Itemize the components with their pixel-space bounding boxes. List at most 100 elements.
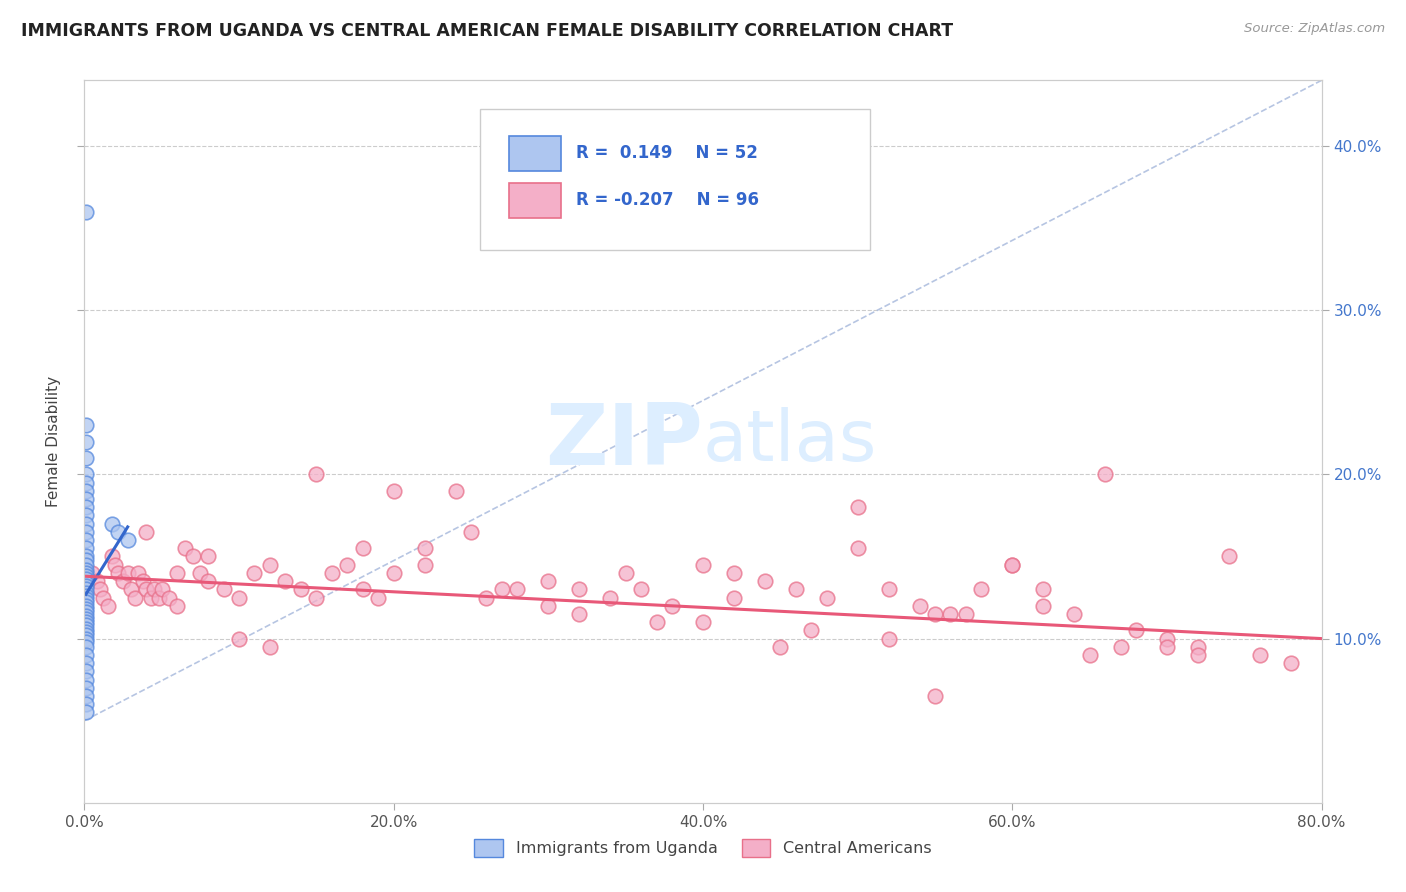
Point bbox=[352, 582, 374, 597]
Point bbox=[75, 622, 97, 636]
Point bbox=[1249, 648, 1271, 662]
Point bbox=[75, 516, 97, 531]
Point bbox=[75, 673, 97, 687]
Legend: Immigrants from Uganda, Central Americans: Immigrants from Uganda, Central American… bbox=[468, 832, 938, 863]
Point bbox=[259, 640, 281, 654]
Point bbox=[127, 566, 149, 580]
Point bbox=[413, 558, 436, 572]
Point bbox=[96, 599, 118, 613]
Point bbox=[614, 566, 637, 580]
Bar bbox=[509, 136, 561, 170]
Point bbox=[1094, 467, 1116, 482]
Point bbox=[135, 524, 157, 539]
Point bbox=[117, 566, 139, 580]
Point bbox=[924, 689, 946, 703]
Point bbox=[75, 418, 97, 433]
Point bbox=[75, 612, 97, 626]
Point bbox=[1156, 640, 1178, 654]
Point bbox=[75, 608, 97, 623]
Point bbox=[101, 549, 124, 564]
Point bbox=[124, 591, 146, 605]
Point bbox=[159, 591, 180, 605]
Text: R =  0.149    N = 52: R = 0.149 N = 52 bbox=[575, 145, 758, 162]
Point bbox=[75, 573, 97, 587]
Text: atlas: atlas bbox=[703, 407, 877, 476]
Point bbox=[305, 591, 328, 605]
Point bbox=[75, 500, 97, 515]
Point bbox=[75, 204, 97, 219]
Point bbox=[75, 575, 97, 590]
Point bbox=[1109, 640, 1132, 654]
Point bbox=[86, 574, 108, 588]
Point bbox=[75, 467, 97, 482]
Point bbox=[143, 582, 166, 597]
Point bbox=[1001, 558, 1024, 572]
Point bbox=[75, 524, 97, 539]
Point bbox=[75, 563, 97, 577]
Point bbox=[723, 566, 745, 580]
Point bbox=[1218, 549, 1240, 564]
Point bbox=[382, 483, 405, 498]
Point bbox=[75, 599, 97, 613]
Point bbox=[75, 681, 97, 695]
Point bbox=[475, 591, 498, 605]
Point bbox=[259, 558, 281, 572]
Point bbox=[75, 579, 97, 593]
Point bbox=[1063, 607, 1085, 621]
Point bbox=[75, 582, 97, 597]
Point bbox=[75, 706, 97, 720]
Point bbox=[75, 553, 97, 567]
Point bbox=[212, 582, 235, 597]
Point bbox=[75, 541, 97, 556]
Point bbox=[75, 566, 97, 580]
Point bbox=[89, 582, 111, 597]
Point bbox=[82, 566, 104, 580]
Point bbox=[166, 599, 188, 613]
Point bbox=[939, 607, 962, 621]
Point bbox=[1001, 558, 1024, 572]
Point bbox=[75, 602, 97, 616]
Point bbox=[139, 591, 162, 605]
Point bbox=[120, 582, 142, 597]
Point bbox=[955, 607, 977, 621]
Point bbox=[75, 689, 97, 703]
Point bbox=[599, 591, 621, 605]
Point bbox=[75, 657, 97, 671]
Point bbox=[877, 582, 900, 597]
Point bbox=[1032, 599, 1054, 613]
Point bbox=[150, 582, 173, 597]
Point bbox=[444, 483, 467, 498]
Point bbox=[174, 541, 197, 556]
Point bbox=[75, 475, 97, 490]
Point bbox=[75, 595, 97, 609]
Point bbox=[75, 592, 97, 607]
Point bbox=[537, 574, 560, 588]
Text: Source: ZipAtlas.com: Source: ZipAtlas.com bbox=[1244, 22, 1385, 36]
Point bbox=[75, 558, 97, 572]
Point bbox=[645, 615, 668, 630]
Point bbox=[243, 566, 266, 580]
Point bbox=[75, 483, 97, 498]
Point bbox=[75, 632, 97, 646]
Point bbox=[75, 665, 97, 679]
Point bbox=[970, 582, 993, 597]
Point bbox=[1187, 648, 1209, 662]
Point bbox=[367, 591, 389, 605]
Point bbox=[568, 582, 591, 597]
Point bbox=[352, 541, 374, 556]
Point bbox=[1125, 624, 1147, 638]
Point bbox=[754, 574, 776, 588]
Point bbox=[228, 632, 250, 646]
Text: R = -0.207    N = 96: R = -0.207 N = 96 bbox=[575, 191, 759, 210]
Point bbox=[197, 549, 219, 564]
Point bbox=[75, 615, 97, 630]
Point bbox=[75, 698, 97, 712]
Point bbox=[568, 607, 591, 621]
Point bbox=[75, 625, 97, 640]
FancyBboxPatch shape bbox=[481, 109, 870, 250]
Point bbox=[75, 605, 97, 619]
Point bbox=[321, 566, 343, 580]
Point bbox=[290, 582, 312, 597]
Point bbox=[630, 582, 652, 597]
Point bbox=[166, 566, 188, 580]
